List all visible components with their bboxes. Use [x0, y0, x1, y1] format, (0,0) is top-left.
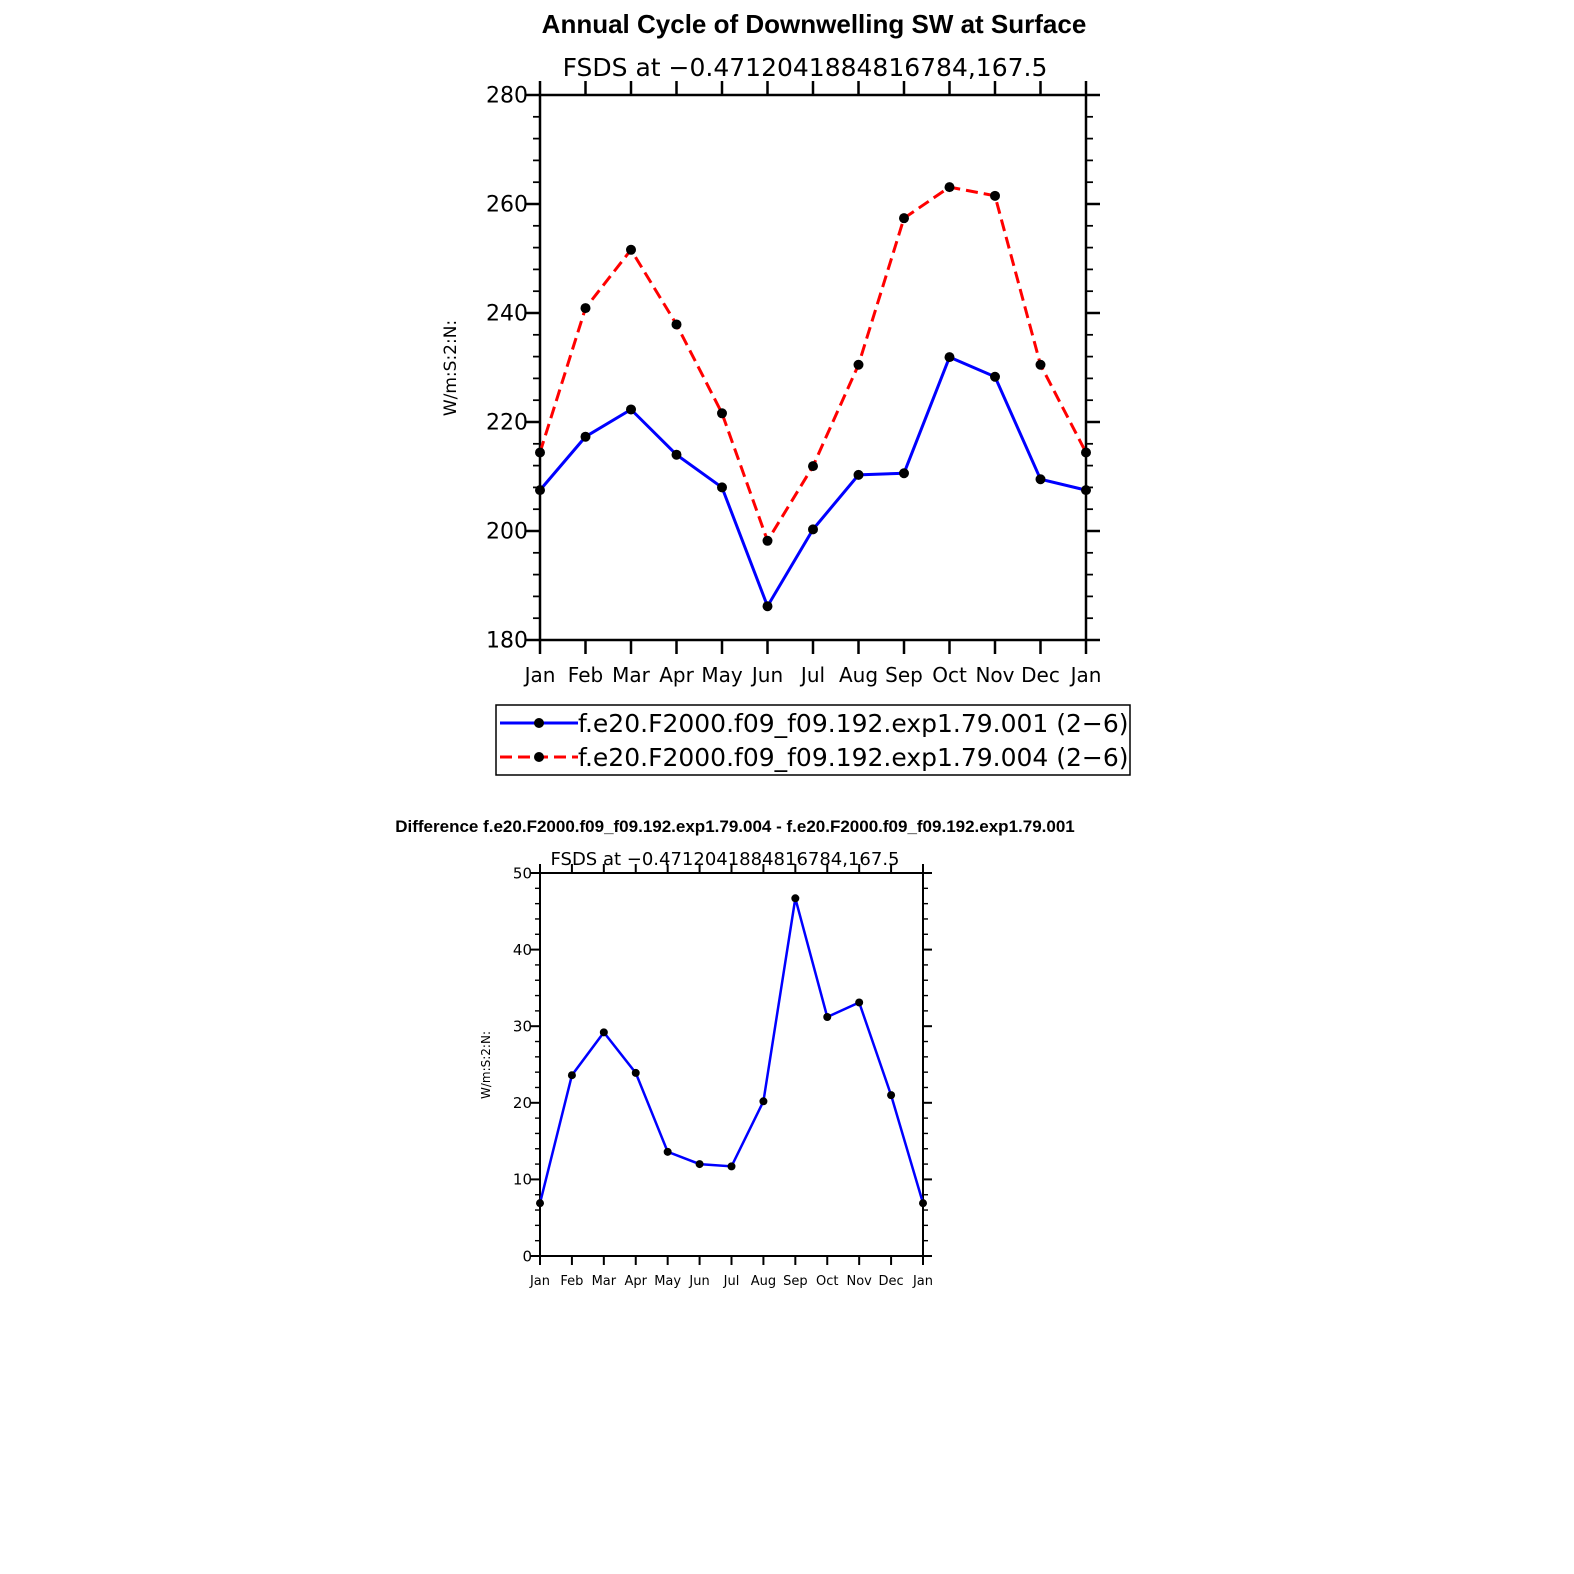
chart1-plot: Jan Feb Mar Apr May Jun Jul Aug Sep Oct Nov Dec Jan 1…: [486, 81, 1101, 687]
data-point: [1081, 485, 1091, 496]
x-tick-label: Feb: [568, 663, 603, 687]
data-point: [717, 408, 727, 419]
x-tick-label: Nov: [975, 663, 1014, 687]
y-tick-label: 260: [486, 193, 528, 218]
y-tick-label: 30: [513, 1017, 532, 1035]
data-point: [759, 1097, 768, 1106]
chart1-subtitle: FSDS at −0.4712041884816784,167.5: [563, 53, 1048, 82]
y-tick-label: 50: [513, 864, 532, 882]
x-tick-label: May: [701, 663, 743, 687]
data-point: [695, 1160, 704, 1169]
legend-marker-series-1: [534, 718, 544, 728]
data-point: [887, 1091, 896, 1100]
chart1-title: Annual Cycle of Downwelling SW at Surfac…: [542, 9, 1087, 39]
x-tick-label: May: [654, 1274, 681, 1289]
x-tick-label: Jul: [723, 1274, 740, 1289]
data-point: [580, 303, 591, 314]
data-point: [762, 535, 773, 546]
data-point: [663, 1147, 672, 1156]
x-tick-label: Dec: [1021, 663, 1060, 687]
x-tick-label: Feb: [560, 1274, 583, 1289]
x-tick-label: Mar: [592, 1274, 617, 1289]
x-tick-label: Aug: [839, 663, 878, 687]
x-tick-label: Oct: [816, 1274, 838, 1289]
x-tick-label: Apr: [625, 1274, 648, 1289]
x-tick-label: Nov: [846, 1274, 872, 1289]
x-tick-label: Jan: [912, 1274, 933, 1289]
data-point: [990, 371, 1000, 382]
data-point: [990, 190, 1000, 201]
data-point: [535, 485, 545, 496]
chart1-ylabel: W/m:S:2:N:: [441, 320, 461, 416]
x-tick-label: Jan: [529, 1274, 550, 1289]
series-line-1: [538, 897, 925, 1204]
y-tick-label: 10: [513, 1171, 532, 1189]
data-point: [536, 1199, 544, 1208]
x-tick-label: Jan: [523, 663, 556, 687]
legend-box: [495, 704, 1131, 776]
data-point: [853, 469, 864, 480]
y-tick-label: 20: [513, 1094, 532, 1112]
y-tick-label: 40: [513, 941, 532, 959]
x-tick-label: Mar: [612, 663, 651, 687]
data-point: [671, 449, 682, 460]
series-line-2: [538, 185, 1088, 545]
y-tick-label: 0: [522, 1247, 532, 1265]
plot-frame: [539, 872, 924, 1257]
legend-marker-series-2: [534, 752, 544, 762]
data-point: [853, 359, 864, 370]
series-line-1: [538, 355, 1087, 610]
data-point: [631, 1068, 640, 1077]
x-tick-label: Aug: [751, 1274, 776, 1289]
legend-label-series-1: f.e20.F2000.f09_f09.192.exp1.79.001 (2−6…: [578, 709, 1129, 738]
x-tick-label: Apr: [659, 663, 694, 687]
data-point: [823, 1013, 832, 1022]
x-tick-label: Jan: [1069, 663, 1102, 687]
data-point: [567, 1071, 576, 1080]
data-point: [791, 894, 800, 903]
data-point: [855, 998, 864, 1007]
data-point: [671, 319, 682, 330]
data-point: [1081, 447, 1091, 458]
data-point: [717, 482, 727, 493]
data-point: [899, 213, 909, 224]
legend-label-series-2: f.e20.F2000.f09_f09.192.exp1.79.004 (2−6…: [578, 743, 1129, 772]
data-point: [808, 524, 818, 535]
x-tick-label: Jun: [750, 663, 783, 687]
data-point: [599, 1028, 608, 1037]
data-point: [919, 1199, 927, 1208]
chart2-ylabel: W/m:S:2:N:: [479, 1031, 493, 1099]
x-tick-label: Sep: [783, 1274, 808, 1289]
chart2-plot: Jan Feb Mar Apr May Jun Jul Aug Sep Oct Nov Dec Jan 0…: [513, 864, 933, 1289]
chart2-subtitle: FSDS at −0.4712041884816784,167.5: [550, 849, 899, 870]
data-point: [899, 468, 909, 479]
x-tick-label: Sep: [885, 663, 923, 687]
y-tick-label: 200: [486, 520, 528, 545]
chart2-title: Difference f.e20.F2000.f09_f09.192.exp1.…: [395, 817, 1075, 836]
x-tick-label: Jul: [799, 663, 825, 687]
x-tick-label: Oct: [932, 663, 967, 687]
data-point: [944, 352, 955, 363]
x-tick-label: Jun: [688, 1274, 709, 1289]
y-tick-label: 240: [486, 302, 528, 327]
data-point: [626, 404, 636, 415]
data-point: [1035, 359, 1046, 370]
data-point: [535, 447, 545, 458]
data-point: [944, 182, 955, 193]
y-tick-label: 220: [486, 411, 528, 436]
data-point: [808, 461, 818, 472]
data-point: [1035, 474, 1046, 485]
data-point: [580, 431, 591, 442]
plot-frame: [538, 93, 1088, 642]
data-point: [762, 601, 773, 612]
x-tick-label: Dec: [879, 1274, 904, 1289]
y-tick-label: 280: [486, 84, 528, 109]
chart1-legend: f.e20.F2000.f09_f09.192.exp1.79.001 (2−6…: [495, 704, 1131, 776]
data-point: [727, 1162, 736, 1171]
data-point: [626, 244, 636, 255]
y-tick-label: 180: [486, 629, 528, 654]
